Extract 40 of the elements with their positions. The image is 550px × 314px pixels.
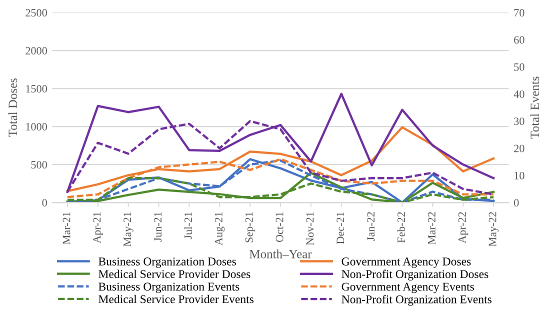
x-tick-label: Feb-22 [397, 212, 406, 243]
legend-label: Non-Profit Organization Doses [342, 270, 488, 281]
x-tick-label: Dec-21 [336, 212, 344, 244]
y2-tick-label: 20 [514, 144, 524, 152]
x-tick-label: Nov-21 [306, 212, 314, 246]
x-tick-label: Aug-21 [214, 212, 225, 246]
y2-tick-label: 60 [514, 36, 524, 44]
legend-label: Medical Service Provider Events [98, 294, 254, 304]
legend-label: Business Organization Events [98, 282, 240, 294]
y-axis-title: Total Doses [8, 78, 18, 137]
y-tick-label: 0 [42, 198, 47, 206]
x-tick-label: Jun-21 [154, 212, 162, 242]
x-tick-label: Jul-21 [184, 212, 192, 240]
y2-axis-title: Total Events [530, 76, 540, 139]
x-tick-label: Oct-21 [276, 212, 284, 242]
y-tick-label: 2500 [26, 9, 47, 17]
x-tick-label: Sep-21 [245, 212, 256, 242]
legend-label: Business Organization Doses [98, 258, 236, 268]
y2-tick-label: 40 [514, 90, 524, 98]
legend-label: Government Agency Events [342, 282, 474, 294]
x-tick-label: Apr-21 [93, 212, 103, 244]
y-tick-label: 2000 [26, 47, 47, 55]
x-tick-label: May-22 [488, 212, 499, 246]
y2-tick-label: 10 [514, 172, 524, 180]
x-axis-title: Month–Year [250, 250, 312, 258]
y2-tick-label: 0 [514, 198, 519, 206]
y2-tick-label: 30 [514, 118, 524, 126]
x-tick-label: May-21 [124, 212, 134, 246]
y-tick-label: 500 [31, 161, 47, 168]
legend-label: Non-Profit Organization Events [342, 294, 492, 306]
x-tick-label: Jan-22 [367, 212, 375, 241]
x-tick-label: Apr-22 [458, 212, 468, 244]
y2-tick-label: 70 [514, 9, 524, 17]
legend-label: Government Agency Doses [342, 258, 471, 268]
y2-tick-label: 50 [514, 63, 524, 71]
y-tick-label: 1500 [26, 85, 47, 93]
x-tick-label: Mar-21 [62, 212, 70, 244]
x-tick-label: Mar-22 [428, 212, 436, 244]
legend-label: Medical Service Provider Doses [98, 270, 250, 278]
y-tick-label: 1000 [26, 123, 47, 131]
